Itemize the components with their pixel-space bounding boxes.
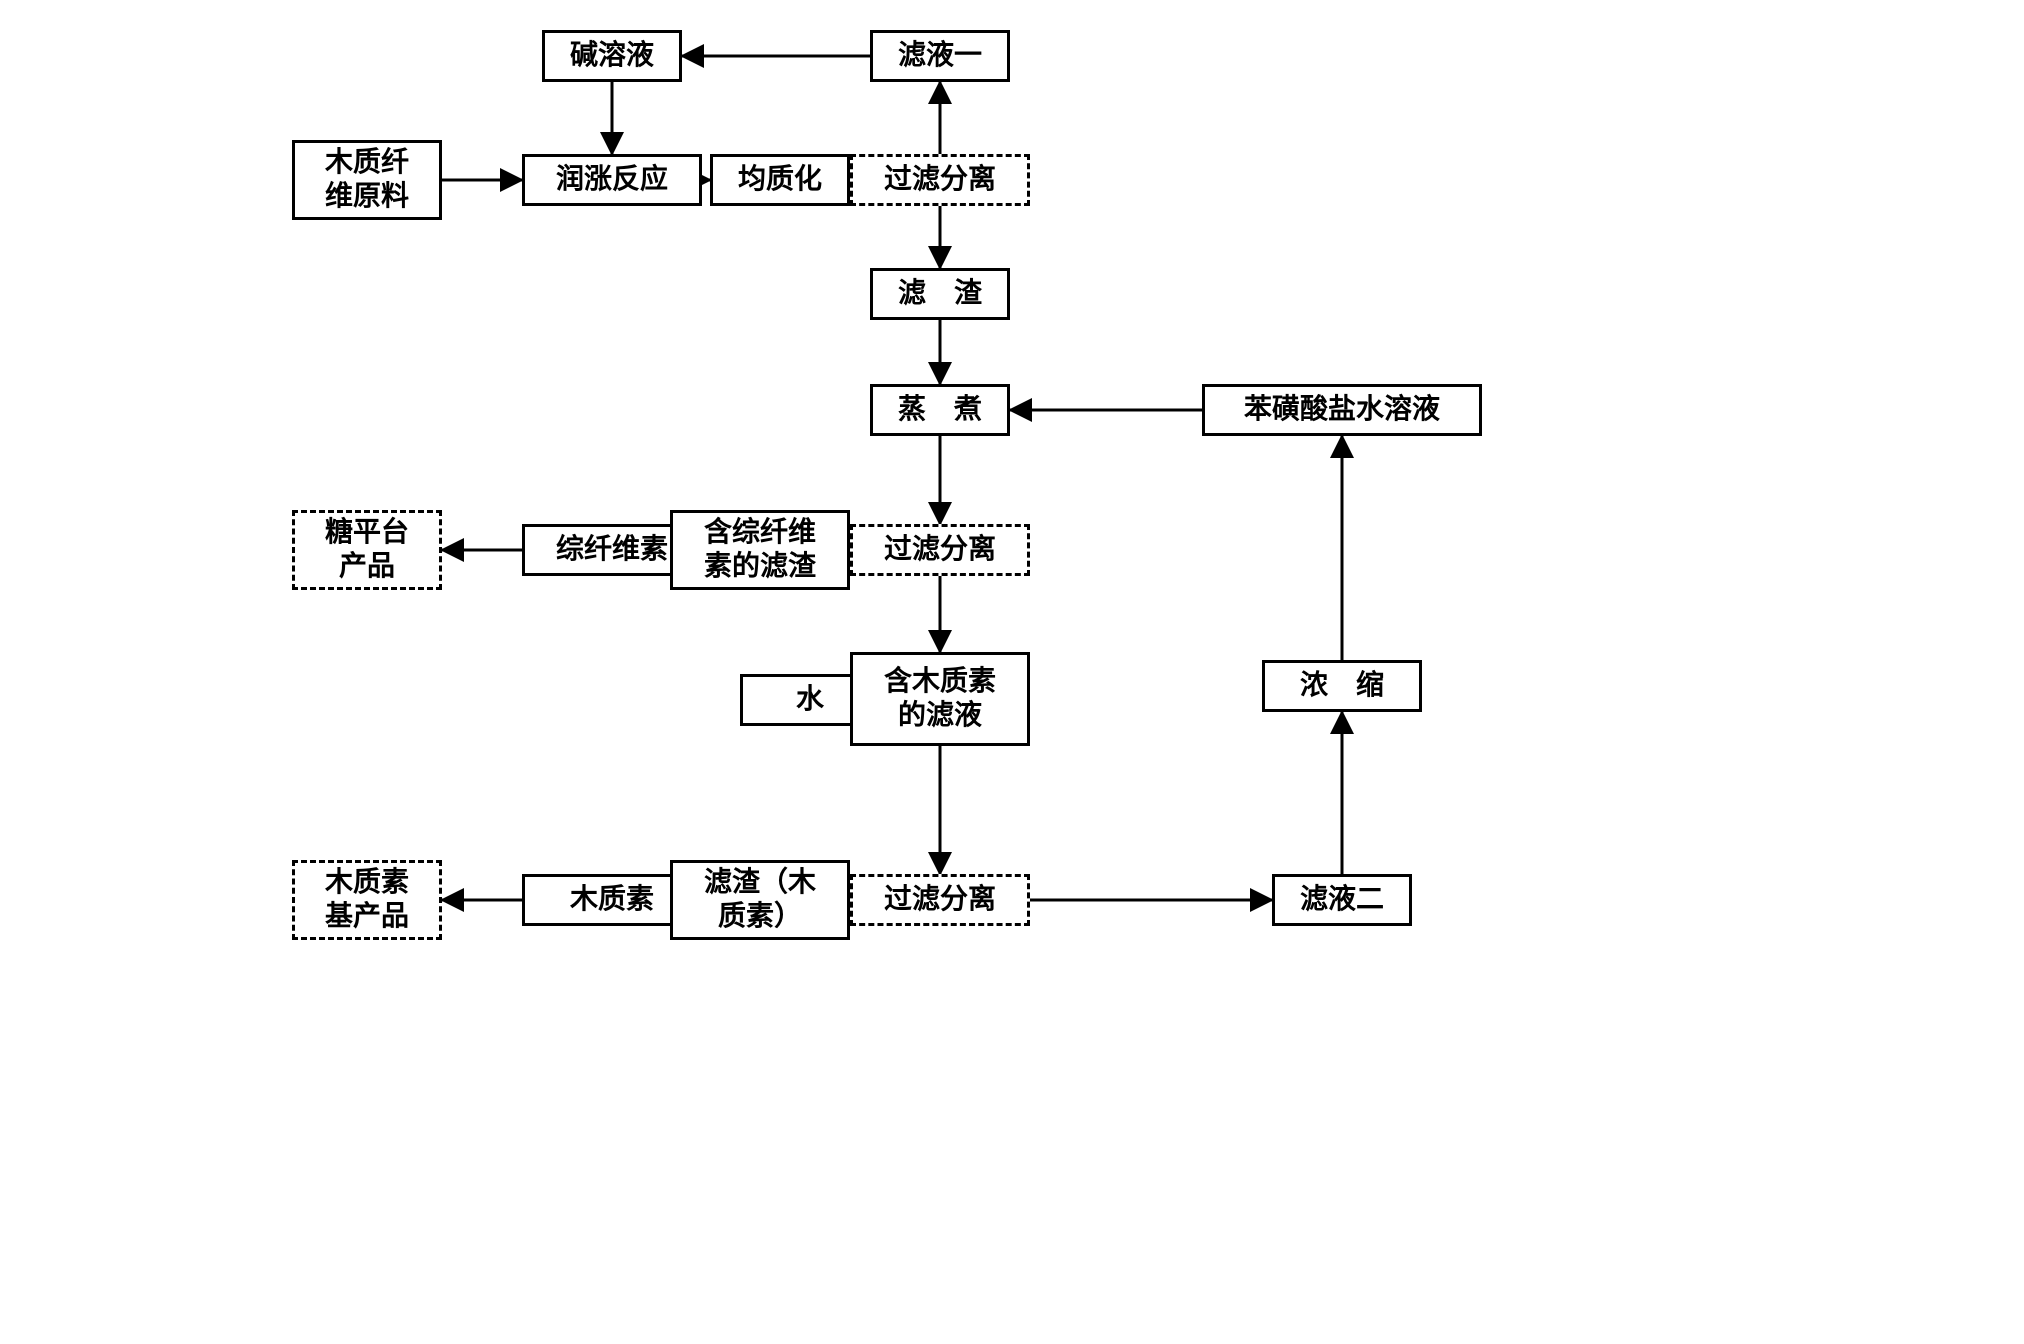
node-label: 木质纤 维原料 [325,146,409,213]
node-filtsep2: 过滤分离 [850,524,1030,576]
node-rawmat: 木质纤 维原料 [292,140,442,220]
node-label: 浓 缩 [1300,669,1384,703]
node-filtrate1: 滤液一 [870,30,1010,82]
node-label: 过滤分离 [884,533,996,567]
node-holores: 含综纤维 素的滤渣 [670,510,850,590]
node-label: 木质素 [570,883,654,917]
node-label: 水 [796,683,824,717]
node-label: 滤渣（木 质素） [704,866,816,933]
node-label: 润涨反应 [556,163,668,197]
flowchart-canvas: 碱溶液滤液一木质纤 维原料润涨反应均质化过滤分离滤 渣蒸 煮苯磺酸盐水溶液糖平台… [282,20,1742,980]
node-concentrate: 浓 缩 [1262,660,1422,712]
node-label: 木质素 基产品 [325,866,409,933]
node-label: 滤 渣 [898,277,982,311]
node-filtsep1: 过滤分离 [850,154,1030,206]
node-label: 含木质素 的滤液 [884,665,996,732]
node-label: 含综纤维 素的滤渣 [704,516,816,583]
node-filtrate2: 滤液二 [1272,874,1412,926]
node-homog: 均质化 [710,154,850,206]
node-swell: 润涨反应 [522,154,702,206]
node-ligprod: 木质素 基产品 [292,860,442,940]
node-filtsep3: 过滤分离 [850,874,1030,926]
node-label: 糖平台 产品 [325,516,409,583]
node-label: 综纤维素 [556,533,668,567]
node-ligres: 滤渣（木 质素） [670,860,850,940]
node-label: 滤液二 [1300,883,1384,917]
node-label: 过滤分离 [884,163,996,197]
node-label: 滤液一 [898,39,982,73]
node-ligfiltr: 含木质素 的滤液 [850,652,1030,746]
node-label: 过滤分离 [884,883,996,917]
node-label: 蒸 煮 [898,393,982,427]
node-label: 均质化 [738,163,822,197]
node-alkaline: 碱溶液 [542,30,682,82]
node-sugarprod: 糖平台 产品 [292,510,442,590]
node-label: 苯磺酸盐水溶液 [1244,393,1440,427]
node-cook: 蒸 煮 [870,384,1010,436]
node-residue1: 滤 渣 [870,268,1010,320]
node-benzene: 苯磺酸盐水溶液 [1202,384,1482,436]
node-label: 碱溶液 [570,39,654,73]
